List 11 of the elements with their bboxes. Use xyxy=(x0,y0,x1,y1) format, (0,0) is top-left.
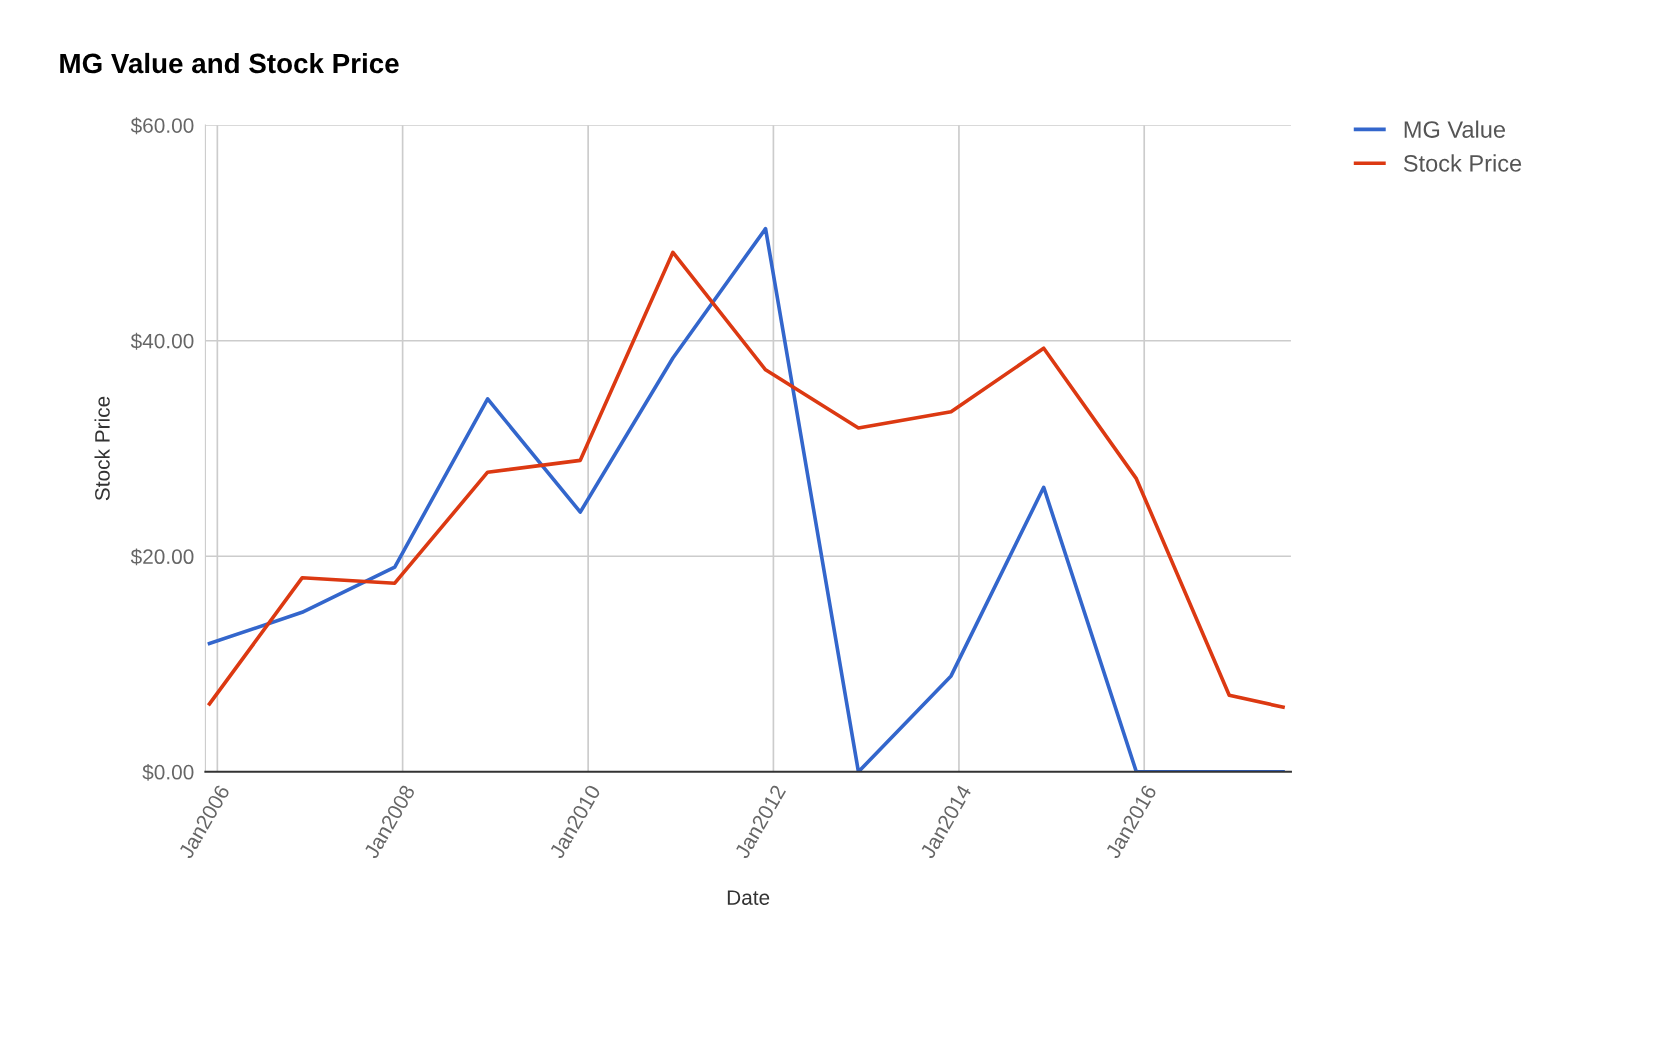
y-tick-label: $20.00 xyxy=(130,548,194,566)
y-tick-label: $0.00 xyxy=(142,763,194,781)
legend-label: MG Value xyxy=(1404,120,1505,138)
line-series xyxy=(207,250,1285,709)
y-tick-label: $40.00 xyxy=(130,332,194,350)
chart-title: MG Value and Stock Price xyxy=(60,52,399,74)
line-series xyxy=(207,226,1285,772)
y-axis-title: Stock Price xyxy=(94,396,110,501)
x-axis-title: Date xyxy=(727,890,770,905)
y-tick-label: $60.00 xyxy=(130,117,194,135)
legend-label: Stock Price xyxy=(1403,154,1522,172)
